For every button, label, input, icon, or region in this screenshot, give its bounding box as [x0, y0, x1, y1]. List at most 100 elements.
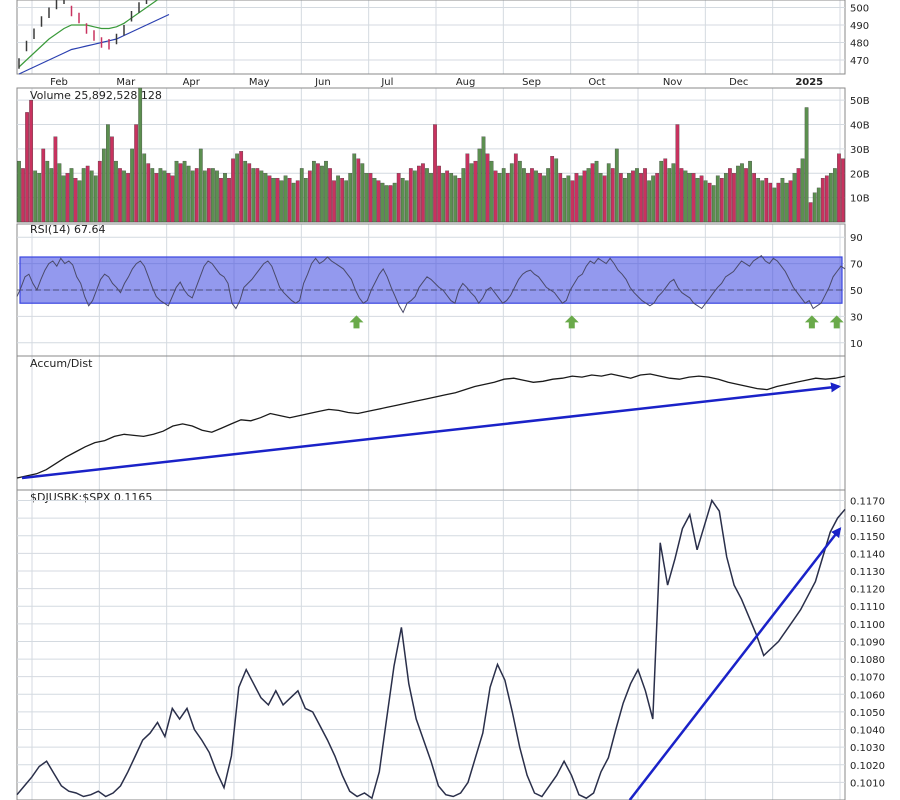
- volume-bar: [590, 163, 595, 223]
- rsi-tick-label: 10: [850, 339, 863, 350]
- volume-bar: [340, 177, 345, 223]
- volume-bar: [768, 182, 773, 223]
- ratio-tick-label: 0.1110: [850, 602, 885, 613]
- ratio-tick-label: 0.1090: [850, 637, 885, 648]
- accum-dist-title: Accum/Dist: [30, 357, 93, 370]
- volume-bar: [635, 168, 639, 223]
- volume-bar: [25, 112, 29, 223]
- volume-bar: [530, 168, 534, 223]
- x-axis-label: Dec: [729, 77, 748, 88]
- price-tick-label: 500: [850, 4, 869, 15]
- volume-bar: [287, 177, 292, 223]
- ratio-frame: [16, 489, 846, 800]
- volume-bar: [368, 173, 373, 223]
- volume-bar: [21, 168, 25, 223]
- volume-bar: [396, 173, 401, 223]
- volume-bar: [792, 173, 797, 223]
- volume-bar: [130, 148, 134, 223]
- volume-bar: [61, 175, 66, 223]
- volume-bar: [126, 173, 130, 223]
- x-axis-label: Aug: [456, 77, 476, 88]
- buy-signal-arrow: [804, 315, 819, 329]
- volume-bar: [776, 182, 781, 223]
- volume-bar: [33, 170, 38, 223]
- volume-bar: [89, 170, 94, 223]
- price-tick-label: 480: [850, 39, 869, 50]
- volume-bar: [182, 160, 187, 223]
- buy-signal-arrow: [564, 315, 579, 329]
- volume-bar: [497, 173, 502, 223]
- volume-bar: [602, 175, 607, 223]
- volume-bar: [178, 163, 183, 223]
- volume-bar: [570, 180, 575, 223]
- ratio-tick-label: 0.1050: [850, 708, 885, 719]
- volume-bar: [566, 175, 571, 223]
- volume-panel: Volume 25,892,528,128 50B 40B 30B 20B 10B: [16, 87, 870, 223]
- volume-bar: [517, 160, 522, 223]
- volume-bar: [687, 173, 692, 223]
- volume-bar: [639, 173, 643, 223]
- volume-bar: [170, 175, 175, 223]
- price-tick-label: 470: [850, 56, 869, 67]
- volume-bar: [481, 136, 486, 223]
- x-axis-label: Nov: [663, 77, 683, 88]
- volume-bar: [449, 173, 454, 223]
- volume-bar: [186, 165, 191, 223]
- volume-bar: [675, 124, 680, 223]
- volume-bar: [150, 168, 155, 223]
- rsi-line: [16, 255, 846, 314]
- volume-bar: [352, 153, 357, 223]
- volume-bar: [37, 173, 42, 223]
- x-axis-label: 2025: [795, 77, 823, 88]
- volume-bar: [275, 177, 280, 223]
- ratio-grid: [16, 489, 846, 800]
- ma-long-line: [18, 13, 170, 75]
- volume-bar: [53, 136, 58, 223]
- volume-bar: [788, 180, 793, 223]
- ratio-tick-label: 0.1080: [850, 655, 885, 666]
- volume-bar: [215, 170, 219, 223]
- volume-bar: [655, 173, 660, 223]
- volume-bar: [683, 170, 688, 223]
- rsi-tick-label: 70: [850, 260, 863, 271]
- volume-bar: [816, 187, 821, 223]
- volume-bar: [360, 163, 365, 223]
- x-axis-label: Jul: [380, 77, 393, 88]
- volume-bar: [485, 153, 490, 223]
- volume-bar: [97, 160, 102, 223]
- buy-signal-arrow: [829, 315, 844, 329]
- volume-tick-label: 10B: [850, 194, 870, 205]
- volume-bar: [49, 168, 54, 223]
- volume-bar: [691, 173, 696, 223]
- volume-bar: [392, 182, 397, 223]
- volume-bar: [715, 175, 720, 223]
- volume-bar: [534, 170, 538, 223]
- volume-bar: [667, 168, 672, 223]
- volume-bar: [138, 87, 143, 223]
- volume-bar: [348, 173, 353, 223]
- ratio-tick-label: 0.1150: [850, 532, 885, 543]
- volume-bar: [73, 177, 78, 223]
- volume-bar: [85, 165, 90, 223]
- price-tick-label: 490: [850, 21, 869, 32]
- volume-bar: [647, 180, 651, 223]
- volume-bar: [473, 160, 478, 223]
- volume-bar: [723, 173, 728, 223]
- volume-bar: [93, 175, 98, 223]
- volume-bar: [235, 153, 239, 223]
- volume-bar: [425, 168, 429, 223]
- volume-bar: [732, 173, 736, 223]
- volume-bar: [465, 153, 470, 223]
- volume-bar: [404, 180, 409, 223]
- trend-arrow: [21, 382, 841, 480]
- volume-bar: [513, 153, 518, 223]
- buy-signal-arrow: [349, 315, 364, 329]
- volume-bar: [356, 158, 361, 223]
- volume-bar: [324, 160, 328, 223]
- volume-bar: [263, 173, 268, 223]
- volume-bar: [469, 163, 474, 223]
- volume-bar: [461, 168, 466, 223]
- volume-bar: [295, 180, 300, 223]
- volume-bar: [828, 173, 833, 223]
- volume-bar: [429, 173, 433, 223]
